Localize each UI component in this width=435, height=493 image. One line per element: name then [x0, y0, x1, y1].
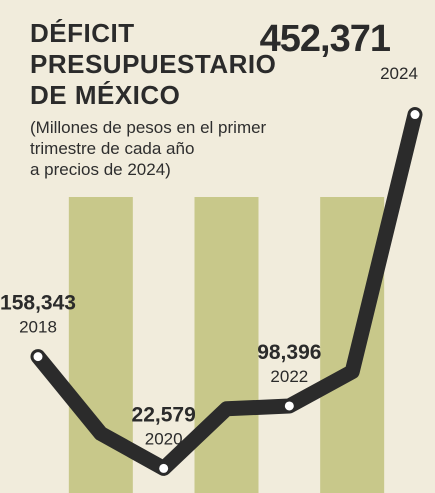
title-line-2: PRESUPUESTARIO [30, 49, 277, 79]
year-label-2018: 2018 [19, 318, 57, 337]
value-label-2020: 22,579 [132, 403, 196, 426]
chart-subtitle: (Millones de pesos en el primer trimestr… [30, 117, 266, 180]
subtitle-line-3: a precios de 2024) [30, 160, 171, 179]
subtitle-line-2: trimestre de cada año [30, 139, 195, 158]
title-line-1: DÉFICIT [30, 18, 135, 48]
title-line-3: DE MÉXICO [30, 80, 181, 110]
chart-title: DÉFICIT PRESUPUESTARIO DE MÉXICO [30, 18, 276, 111]
year-band-2021 [194, 197, 259, 493]
year-label-2024: 2024 [380, 64, 418, 83]
value-label-2024: 452,371 [260, 18, 391, 60]
deficit-line [30, 107, 423, 476]
subtitle-line-1: (Millones de pesos en el primer [30, 118, 267, 137]
year-label-2020: 2020 [145, 429, 183, 448]
value-label-2022: 98,396 [257, 341, 321, 364]
year-label-2022: 2022 [270, 367, 308, 386]
marker-2020 [157, 461, 171, 475]
marker-2018 [31, 350, 45, 364]
marker-2024 [408, 108, 422, 122]
marker-2022 [282, 399, 296, 413]
value-label-2018: 158,343 [0, 292, 76, 315]
